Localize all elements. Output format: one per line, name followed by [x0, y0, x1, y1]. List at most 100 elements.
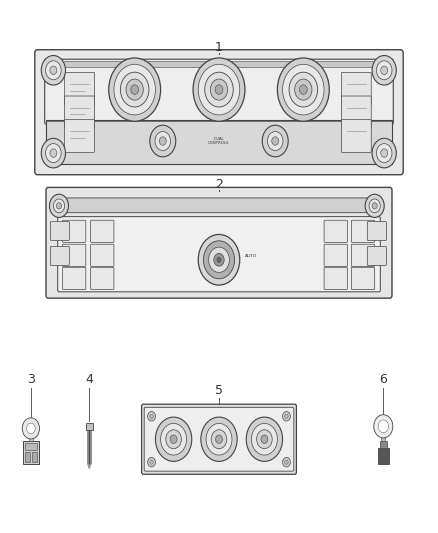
Circle shape — [283, 411, 290, 421]
Circle shape — [46, 61, 61, 80]
Circle shape — [166, 430, 181, 449]
Circle shape — [369, 199, 380, 213]
Circle shape — [277, 58, 329, 121]
Circle shape — [148, 411, 155, 421]
Circle shape — [217, 257, 221, 262]
Text: 4: 4 — [85, 374, 93, 386]
Circle shape — [262, 125, 288, 157]
Circle shape — [268, 132, 283, 150]
Circle shape — [27, 423, 35, 434]
Circle shape — [120, 72, 149, 107]
Circle shape — [381, 66, 388, 75]
FancyBboxPatch shape — [62, 198, 376, 213]
Circle shape — [285, 460, 288, 464]
Circle shape — [22, 418, 39, 439]
Circle shape — [210, 79, 228, 100]
Circle shape — [376, 61, 392, 80]
Circle shape — [285, 414, 288, 418]
Circle shape — [126, 79, 143, 100]
Circle shape — [205, 72, 233, 107]
Circle shape — [283, 64, 324, 115]
FancyBboxPatch shape — [63, 244, 86, 266]
Circle shape — [50, 66, 57, 75]
FancyBboxPatch shape — [341, 72, 371, 105]
FancyBboxPatch shape — [324, 267, 347, 289]
Bar — [381, 434, 385, 441]
Bar — [378, 448, 389, 464]
FancyBboxPatch shape — [35, 50, 403, 175]
FancyBboxPatch shape — [91, 267, 114, 289]
Circle shape — [198, 64, 240, 115]
Text: DUAL
CONTROLS: DUAL CONTROLS — [208, 137, 230, 146]
Circle shape — [211, 430, 227, 449]
Circle shape — [131, 85, 138, 94]
Circle shape — [53, 199, 65, 213]
Bar — [86, 423, 93, 430]
Circle shape — [215, 435, 223, 443]
FancyBboxPatch shape — [91, 244, 114, 266]
Circle shape — [208, 247, 230, 272]
FancyBboxPatch shape — [65, 72, 95, 105]
FancyBboxPatch shape — [63, 220, 86, 243]
Circle shape — [155, 132, 170, 150]
FancyBboxPatch shape — [144, 407, 294, 471]
FancyBboxPatch shape — [324, 244, 347, 266]
FancyBboxPatch shape — [45, 59, 393, 124]
Circle shape — [372, 139, 396, 168]
Circle shape — [198, 235, 240, 285]
FancyBboxPatch shape — [46, 188, 392, 298]
Circle shape — [376, 143, 392, 163]
Circle shape — [155, 417, 192, 462]
Circle shape — [381, 149, 388, 157]
Bar — [32, 452, 37, 462]
Bar — [25, 452, 31, 462]
Circle shape — [246, 417, 283, 462]
Circle shape — [148, 457, 155, 467]
Circle shape — [372, 55, 396, 85]
FancyBboxPatch shape — [63, 267, 86, 289]
Text: 2: 2 — [215, 178, 223, 191]
Text: 6: 6 — [379, 374, 387, 386]
FancyBboxPatch shape — [351, 244, 374, 266]
Circle shape — [109, 58, 161, 121]
FancyBboxPatch shape — [341, 96, 371, 128]
FancyBboxPatch shape — [351, 220, 374, 243]
Circle shape — [251, 423, 277, 455]
FancyBboxPatch shape — [341, 120, 371, 152]
Circle shape — [150, 125, 176, 157]
Circle shape — [257, 430, 272, 449]
FancyBboxPatch shape — [50, 246, 69, 265]
Circle shape — [295, 79, 312, 100]
Circle shape — [289, 72, 318, 107]
Bar — [46, 61, 392, 67]
FancyBboxPatch shape — [58, 216, 380, 292]
Circle shape — [283, 457, 290, 467]
FancyBboxPatch shape — [141, 404, 297, 474]
Circle shape — [374, 415, 393, 438]
Circle shape — [215, 85, 223, 94]
Text: 3: 3 — [27, 374, 35, 386]
Circle shape — [41, 55, 66, 85]
Bar — [380, 441, 387, 448]
Circle shape — [50, 149, 57, 157]
Circle shape — [378, 420, 389, 433]
FancyBboxPatch shape — [367, 222, 386, 240]
Circle shape — [150, 460, 153, 464]
Circle shape — [170, 435, 177, 443]
Circle shape — [150, 414, 153, 418]
Bar — [46, 120, 392, 164]
Circle shape — [161, 423, 187, 455]
Circle shape — [193, 58, 245, 121]
FancyBboxPatch shape — [65, 96, 95, 128]
Circle shape — [261, 435, 268, 443]
Circle shape — [159, 137, 166, 145]
Circle shape — [114, 64, 155, 115]
FancyBboxPatch shape — [65, 120, 95, 152]
Circle shape — [41, 139, 66, 168]
FancyBboxPatch shape — [50, 222, 69, 240]
Circle shape — [214, 254, 224, 266]
Text: 1: 1 — [215, 41, 223, 54]
Bar — [29, 433, 33, 441]
Circle shape — [365, 194, 384, 217]
Circle shape — [57, 203, 62, 209]
